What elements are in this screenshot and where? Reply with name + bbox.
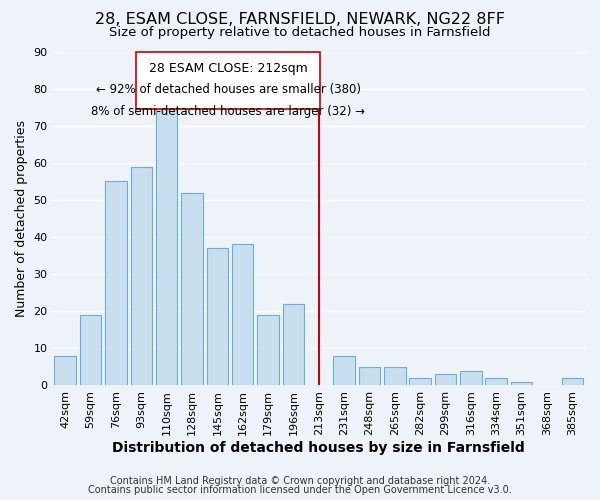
Bar xyxy=(435,374,457,386)
Bar xyxy=(334,356,355,386)
Bar xyxy=(359,367,380,386)
FancyBboxPatch shape xyxy=(136,52,320,109)
Text: Contains HM Land Registry data © Crown copyright and database right 2024.: Contains HM Land Registry data © Crown c… xyxy=(110,476,490,486)
Bar xyxy=(511,382,532,386)
Bar xyxy=(232,244,253,386)
Bar xyxy=(181,192,203,386)
Bar xyxy=(460,370,482,386)
Bar xyxy=(80,315,101,386)
Bar xyxy=(257,315,279,386)
Bar xyxy=(562,378,583,386)
Text: ← 92% of detached houses are smaller (380): ← 92% of detached houses are smaller (38… xyxy=(95,83,361,96)
Text: 28, ESAM CLOSE, FARNSFIELD, NEWARK, NG22 8FF: 28, ESAM CLOSE, FARNSFIELD, NEWARK, NG22… xyxy=(95,12,505,28)
Bar xyxy=(409,378,431,386)
Y-axis label: Number of detached properties: Number of detached properties xyxy=(15,120,28,317)
Bar xyxy=(384,367,406,386)
Text: 8% of semi-detached houses are larger (32) →: 8% of semi-detached houses are larger (3… xyxy=(91,106,365,118)
Bar xyxy=(156,107,178,386)
Bar xyxy=(55,356,76,386)
Bar xyxy=(206,248,228,386)
Bar xyxy=(485,378,507,386)
Text: 28 ESAM CLOSE: 212sqm: 28 ESAM CLOSE: 212sqm xyxy=(149,62,308,75)
X-axis label: Distribution of detached houses by size in Farnsfield: Distribution of detached houses by size … xyxy=(112,441,525,455)
Text: Size of property relative to detached houses in Farnsfield: Size of property relative to detached ho… xyxy=(109,26,491,39)
Text: Contains public sector information licensed under the Open Government Licence v3: Contains public sector information licen… xyxy=(88,485,512,495)
Bar xyxy=(283,304,304,386)
Bar xyxy=(105,182,127,386)
Bar xyxy=(131,166,152,386)
